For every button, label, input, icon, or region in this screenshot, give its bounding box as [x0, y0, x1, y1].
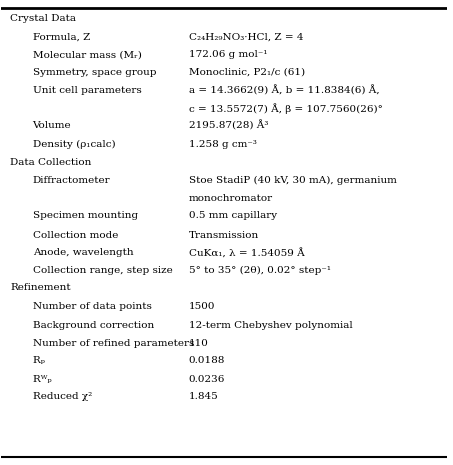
- Text: 1.845: 1.845: [189, 392, 218, 401]
- Text: 110: 110: [189, 339, 208, 348]
- Text: Volume: Volume: [33, 120, 71, 130]
- Text: Crystal Data: Crystal Data: [10, 14, 76, 23]
- Text: Number of data points: Number of data points: [33, 302, 151, 311]
- Text: ⁣Rₚ: ⁣Rₚ: [33, 356, 44, 365]
- Text: C₂₄H₂₉NO₃·HCl, ⁣Z⁣ = 4: C₂₄H₂₉NO₃·HCl, ⁣Z⁣ = 4: [189, 33, 303, 42]
- Text: Anode, wavelength: Anode, wavelength: [33, 248, 133, 257]
- Text: 1.258 g cm⁻³: 1.258 g cm⁻³: [189, 140, 256, 149]
- Text: Transmission: Transmission: [189, 231, 259, 239]
- Text: ⁣c⁣ = 13.5572(7) Å, β⁣ = 107.7560(26)°: ⁣c⁣ = 13.5572(7) Å, β⁣ = 107.7560(26)°: [189, 103, 383, 114]
- Text: Refinement: Refinement: [10, 283, 71, 292]
- Text: Monoclinic, ⁣P2₁/⁣c (61): Monoclinic, ⁣P2₁/⁣c (61): [189, 68, 305, 77]
- Text: monochromator: monochromator: [189, 194, 273, 203]
- Text: 12-term Chebyshev polynomial: 12-term Chebyshev polynomial: [189, 321, 352, 330]
- Text: Reduced χ²: Reduced χ²: [33, 392, 92, 401]
- Text: 0.0188: 0.0188: [189, 356, 225, 365]
- Text: Formula, ⁣Z: Formula, ⁣Z: [33, 33, 90, 42]
- Text: 0.0236: 0.0236: [189, 375, 225, 384]
- Text: 1500: 1500: [189, 302, 215, 311]
- Text: Stoe StadiP (40 kV, 30 mA), germanium: Stoe StadiP (40 kV, 30 mA), germanium: [189, 176, 396, 185]
- Text: Specimen mounting: Specimen mounting: [33, 211, 138, 220]
- Text: Density (ρ₁calc): Density (ρ₁calc): [33, 140, 115, 149]
- Text: Symmetry, space group: Symmetry, space group: [33, 68, 156, 77]
- Text: 172.06 g mol⁻¹: 172.06 g mol⁻¹: [189, 50, 267, 60]
- Text: Diffractometer: Diffractometer: [33, 176, 110, 185]
- Text: Unit cell parameters: Unit cell parameters: [33, 86, 141, 94]
- Text: CuKα₁, λ⁣ = 1.54059 Å: CuKα₁, λ⁣ = 1.54059 Å: [189, 248, 304, 259]
- Text: Background correction: Background correction: [33, 321, 154, 330]
- Text: Collection range, step size: Collection range, step size: [33, 266, 172, 275]
- Text: 5° to 35° (2θ), 0.02° step⁻¹: 5° to 35° (2θ), 0.02° step⁻¹: [189, 266, 331, 275]
- Text: ⁣Rᵂₚ: ⁣Rᵂₚ: [33, 375, 51, 384]
- Text: Number of refined parameters: Number of refined parameters: [33, 339, 194, 348]
- Text: ⁣a⁣ = 14.3662(9) Å, ⁣b⁣ = 11.8384(6) Å,: ⁣a⁣ = 14.3662(9) Å, ⁣b⁣ = 11.8384(6) Å,: [189, 86, 379, 96]
- Text: 0.5 mm capillary: 0.5 mm capillary: [189, 211, 277, 220]
- Text: Data Collection: Data Collection: [10, 158, 92, 166]
- Text: Molecular mass (⁣Mᵣ): Molecular mass (⁣Mᵣ): [33, 50, 141, 60]
- Text: Collection mode: Collection mode: [33, 231, 118, 239]
- Text: 2195.87(28) Å³: 2195.87(28) Å³: [189, 120, 268, 131]
